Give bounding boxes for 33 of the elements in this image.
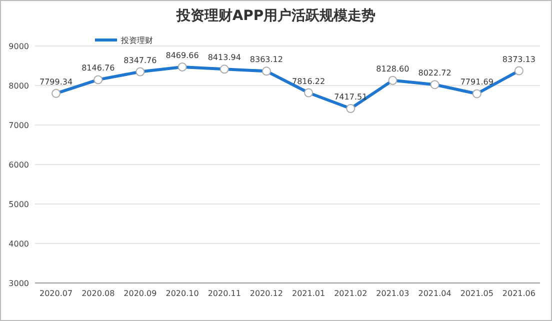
data-label: 8347.76 bbox=[124, 56, 157, 65]
x-tick-label: 2020.10 bbox=[166, 289, 199, 298]
y-tick-label: 9000 bbox=[8, 42, 29, 51]
y-tick-label: 7000 bbox=[8, 121, 29, 130]
x-tick-label: 2021.02 bbox=[334, 289, 368, 298]
data-label: 8363.12 bbox=[250, 55, 284, 64]
data-label: 8373.13 bbox=[502, 54, 536, 64]
x-tick-label: 2020.08 bbox=[82, 289, 115, 298]
x-tick-label: 2020.09 bbox=[124, 289, 157, 298]
data-label: 7791.69 bbox=[460, 78, 494, 87]
y-tick-label: 6000 bbox=[8, 160, 29, 170]
x-tick-label: 2021.03 bbox=[376, 289, 410, 298]
data-label: 8146.76 bbox=[82, 64, 115, 73]
x-tick-label: 2021.06 bbox=[502, 289, 536, 298]
data-label: 8413.94 bbox=[208, 53, 241, 62]
y-tick-label: 8000 bbox=[8, 82, 29, 90]
x-tick-label: 2021.05 bbox=[460, 289, 494, 298]
y-tick-label: 4000 bbox=[8, 240, 29, 248]
y-tick-label: 3000 bbox=[8, 279, 29, 288]
data-label: 8022.72 bbox=[418, 68, 452, 78]
data-label: 8128.60 bbox=[376, 64, 410, 74]
x-tick-label: 2020.11 bbox=[208, 289, 241, 298]
data-label: 7799.34 bbox=[39, 77, 73, 86]
data-label: 7417.51 bbox=[334, 92, 368, 102]
x-tick-label: 2021.04 bbox=[418, 289, 452, 298]
x-tick-label: 2020.07 bbox=[39, 289, 73, 298]
data-label: 7816.22 bbox=[292, 76, 326, 86]
y-tick-label: 5000 bbox=[8, 200, 29, 209]
data-label: 8469.66 bbox=[166, 50, 199, 60]
x-tick-label: 2021.01 bbox=[292, 289, 326, 298]
legend-label: 投资理财 bbox=[120, 36, 153, 45]
chart-title: 投资理财APP用户活跃规模走势 bbox=[175, 7, 376, 24]
x-tick-label: 2020.12 bbox=[250, 289, 284, 298]
